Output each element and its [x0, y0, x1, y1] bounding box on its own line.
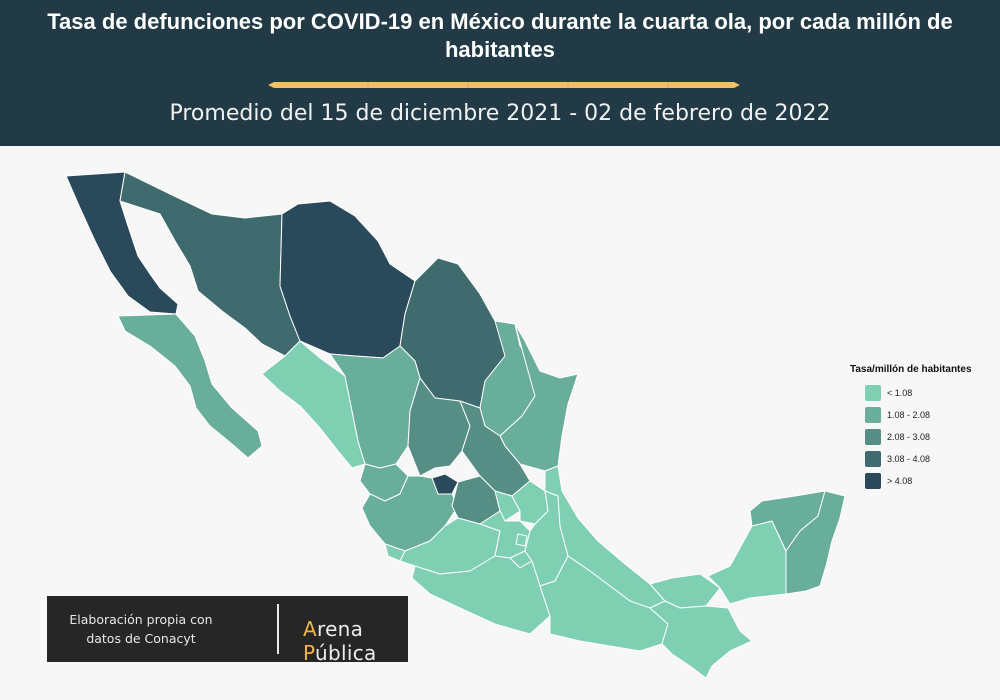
legend-swatch [865, 451, 881, 467]
legend-item: 2.08 - 3.08 [850, 426, 990, 448]
legend-item: > 4.08 [850, 470, 990, 492]
credit-box: Elaboración propia con datos de Conacyt … [47, 596, 408, 665]
legend-swatch [865, 429, 881, 445]
state-cdmx[interactable] [515, 533, 528, 547]
legend-item: < 1.08 [850, 382, 990, 404]
legend-label: < 1.08 [887, 388, 913, 398]
state-baja-california-sur[interactable] [117, 313, 263, 459]
legend-label: > 4.08 [887, 476, 913, 486]
chart-title: Tasa de defunciones por COVID-19 en Méxi… [47, 9, 953, 62]
legend-item: 1.08 - 2.08 [850, 404, 990, 426]
legend-title: Tasa/millón de habitantes [850, 364, 972, 375]
legend-label: 3.08 - 4.08 [887, 454, 931, 464]
mexico-map [65, 171, 846, 679]
legend-item: 3.08 - 4.08 [850, 448, 990, 470]
title-divider [268, 82, 740, 88]
legend-swatch [865, 385, 881, 401]
legend: Tasa/millón de habitantes < 1.08 1.08 - … [850, 364, 990, 492]
legend-swatch [865, 407, 881, 423]
state-campeche[interactable] [707, 520, 787, 605]
header: Tasa de defunciones por COVID-19 en Méxi… [0, 0, 1000, 146]
state-chiapas[interactable] [649, 600, 753, 679]
legend-swatch [865, 473, 881, 489]
chart-subtitle: Promedio del 15 de diciembre 2021 - 02 d… [169, 101, 831, 126]
state-sonora[interactable] [119, 171, 301, 357]
state-quintana-roo[interactable] [785, 490, 846, 595]
credit-text: Elaboración propia con datos de Conacyt [69, 612, 213, 646]
state-chihuahua[interactable] [279, 200, 416, 359]
brand-logo: Arena Pública [303, 617, 377, 665]
state-baja-california[interactable] [65, 171, 179, 315]
legend-label: 2.08 - 3.08 [887, 432, 931, 442]
legend-label: 1.08 - 2.08 [887, 410, 931, 420]
credit-divider [277, 604, 279, 654]
